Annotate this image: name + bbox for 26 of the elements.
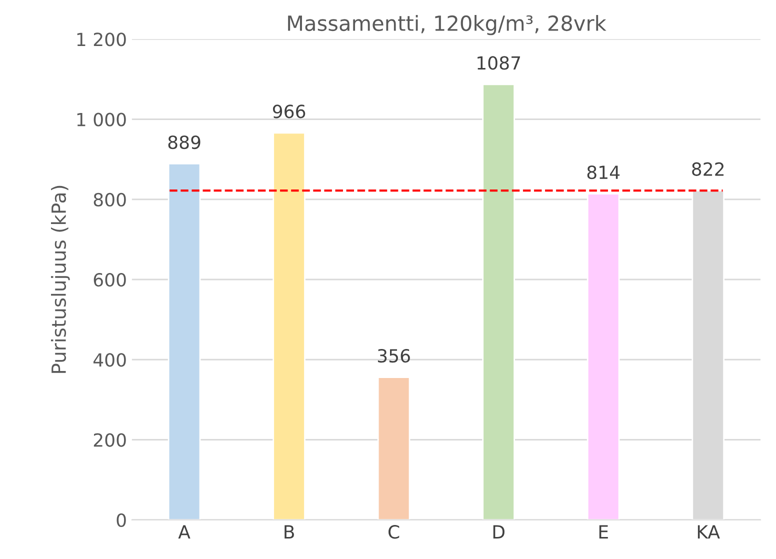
chart-title: Massamentti, 120kg/m³, 28vrk	[288, 14, 606, 36]
data-label: 356	[378, 348, 410, 363]
data-label: 966	[272, 104, 306, 118]
bar	[168, 163, 201, 520]
x-tick-label: A	[178, 525, 190, 538]
y-tick-label: 0	[116, 513, 126, 527]
y-tick-label: 400	[93, 353, 126, 367]
data-label: 889	[168, 135, 200, 150]
data-label: 814	[587, 166, 620, 180]
x-tick-label: B	[284, 525, 294, 538]
bar	[377, 376, 410, 520]
y-tick-label: 1 000	[77, 112, 126, 126]
bar	[272, 132, 306, 520]
data-label: 1087	[478, 56, 520, 70]
bar	[482, 84, 515, 520]
bar	[586, 193, 620, 520]
y-axis-title: Puristuslujuus (kPa)	[50, 186, 70, 373]
y-tick-label: 200	[94, 433, 126, 447]
x-tick-label: C	[388, 525, 400, 539]
x-tick-label: D	[493, 525, 504, 538]
data-label: 822	[692, 162, 724, 176]
y-tick-label: 600	[94, 272, 126, 287]
x-tick-label: E	[599, 525, 608, 538]
x-tick-label: KA	[698, 525, 720, 538]
y-tick-label: 800	[94, 192, 126, 206]
y-tick-label: 1 200	[77, 32, 126, 46]
